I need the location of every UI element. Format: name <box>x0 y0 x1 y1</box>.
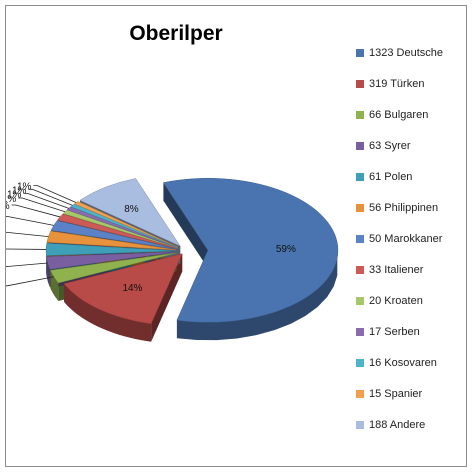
legend-swatch <box>356 390 364 398</box>
legend-item-kroaten: 20 Kroaten <box>356 294 423 308</box>
legend-item-italiener: 33 Italiener <box>356 263 423 277</box>
data-label-serben: 1% <box>7 189 22 200</box>
legend-label: 33 Italiener <box>369 264 424 276</box>
data-label-türken: 14% <box>122 283 142 294</box>
slice-kosovaren <box>70 203 178 248</box>
data-label-kosovaren: 1% <box>12 185 27 196</box>
chart-frame: Oberilper 59%14%3%3%3%3%2%1%1%1%1%1%8% 1… <box>5 5 467 467</box>
leader-line-syrer <box>6 262 48 268</box>
slice-wall-türken <box>151 253 183 342</box>
legend-swatch <box>356 80 364 88</box>
leader-line-kroaten <box>18 197 66 213</box>
legend-label: 61 Polen <box>369 171 413 183</box>
leader-line-philippinen <box>6 231 49 238</box>
leader-line-spanier <box>33 185 77 203</box>
legend-swatch <box>356 173 364 181</box>
data-label-andere: 8% <box>124 204 139 215</box>
legend-item-philippinen: 56 Philippinen <box>356 201 438 215</box>
legend-item-türken: 319 Türken <box>356 77 424 91</box>
legend-swatch <box>356 266 364 274</box>
data-label-kroaten: 1% <box>6 194 16 205</box>
legend-swatch <box>356 297 364 305</box>
leader-line-serben <box>23 192 69 209</box>
legend-swatch <box>356 204 364 212</box>
slice-andere <box>79 178 181 247</box>
legend-label: 188 Andere <box>369 419 426 431</box>
slice-deutsche <box>162 178 339 323</box>
leader-line-bulgaren <box>6 276 54 287</box>
pie-chart: 59%14%3%3%3%3%2%1%1%1%1%1%8% <box>6 178 339 342</box>
legend-item-polen: 61 Polen <box>356 170 412 184</box>
legend-swatch <box>356 359 364 367</box>
slice-side-bulgaren <box>50 270 59 301</box>
slice-philippinen <box>46 230 177 251</box>
legend-label: 1323 Deutsche <box>369 47 443 59</box>
legend-swatch <box>356 111 364 119</box>
legend-label: 50 Marokkaner <box>369 233 443 245</box>
slice-side-syrer <box>46 256 50 288</box>
slice-türken <box>63 253 183 324</box>
legend-label: 56 Philippinen <box>369 202 439 214</box>
slice-wall-deutsche <box>163 182 208 269</box>
leader-line-kosovaren <box>28 188 73 206</box>
legend-item-andere: 188 Andere <box>356 418 425 432</box>
leader-line-polen <box>6 248 47 250</box>
legend-label: 16 Kosovaren <box>369 357 437 369</box>
data-label-spanier: 1% <box>17 182 32 193</box>
data-label-italiener: 1% <box>6 201 10 212</box>
slice-spanier <box>74 201 179 248</box>
legend-swatch <box>356 421 364 429</box>
chart-title: Oberilper <box>129 22 223 45</box>
legend-label: 319 Türken <box>369 78 425 90</box>
legend-item-bulgaren: 66 Bulgaren <box>356 108 428 122</box>
slice-marokkaner <box>50 220 177 250</box>
slice-serben <box>66 206 178 248</box>
leader-line-marokkaner <box>6 215 54 226</box>
legend-item-deutsche: 1323 Deutsche <box>356 46 443 60</box>
legend-label: 20 Kroaten <box>369 295 423 307</box>
legend-swatch <box>356 49 364 57</box>
slice-side-deutsche <box>176 257 338 341</box>
legend-item-serben: 17 Serben <box>356 325 420 339</box>
legend-item-marokkaner: 50 Marokkaner <box>356 232 442 246</box>
data-label-deutsche: 59% <box>276 244 296 255</box>
legend-label: 15 Spanier <box>369 388 423 400</box>
leader-line-italiener <box>11 204 61 218</box>
legend-swatch <box>356 328 364 336</box>
legend-swatch <box>356 235 364 243</box>
slice-kroaten <box>62 209 178 249</box>
legend-label: 66 Bulgaren <box>369 109 429 121</box>
legend-item-spanier: 15 Spanier <box>356 387 422 401</box>
legend-item-syrer: 63 Syrer <box>356 139 411 153</box>
legend-label: 17 Serben <box>369 326 420 338</box>
legend-item-kosovaren: 16 Kosovaren <box>356 356 437 370</box>
legend-label: 63 Syrer <box>369 140 411 152</box>
legend-swatch <box>356 142 364 150</box>
